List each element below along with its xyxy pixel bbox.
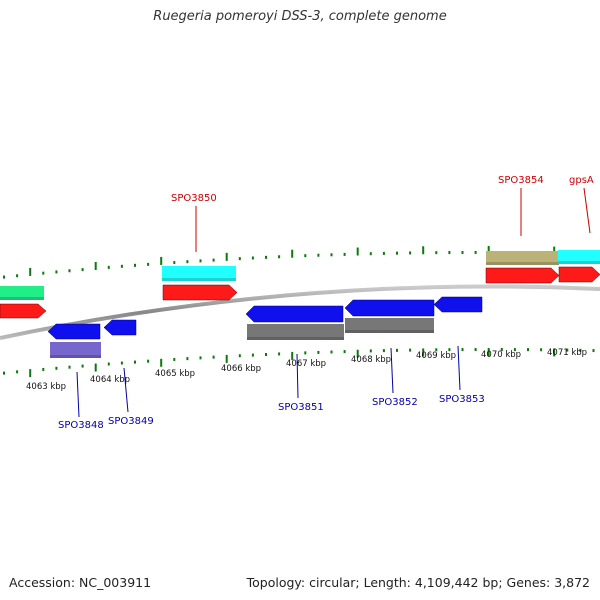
feature-purple-spo3848-shade bbox=[50, 355, 101, 358]
gene-label-spo3850[interactable]: SPO3850 bbox=[171, 193, 217, 204]
scale-label-4068: 4068 kbp bbox=[351, 355, 391, 365]
gene-label-spo3853[interactable]: SPO3853 bbox=[439, 394, 485, 405]
feature-khaki-spo3854-shade bbox=[486, 262, 559, 265]
ticks-lower-row bbox=[3, 347, 595, 378]
leader-line-reverse bbox=[76, 371, 80, 418]
scale-label-4071: 4071 kbp bbox=[547, 348, 587, 358]
scale-label-4069: 4069 kbp bbox=[416, 351, 456, 361]
cds-reverse-spo3849 bbox=[103, 319, 137, 336]
footer-stats: Topology: circular; Length: 4,109,442 bp… bbox=[246, 575, 590, 590]
map-title: Ruegeria pomeroyi DSS-3, complete genome bbox=[153, 9, 447, 24]
footer-accession: Accession: NC_003911 bbox=[9, 575, 152, 590]
leader-line-reverse bbox=[390, 347, 394, 394]
gene-label-spo3848[interactable]: SPO3848 bbox=[58, 420, 104, 431]
scale-label-4066: 4066 kbp bbox=[221, 364, 261, 374]
feature-green-left-shade bbox=[0, 297, 44, 300]
scale-label-4064: 4064 kbp bbox=[90, 375, 130, 385]
cds-forward-gpsa bbox=[558, 266, 600, 283]
genome-backbone bbox=[0, 284, 600, 340]
leader-line-reverse bbox=[296, 353, 299, 399]
feature-gray-spo3851 bbox=[247, 324, 344, 340]
gene-label-spo3849[interactable]: SPO3849 bbox=[108, 416, 154, 427]
scale-label-4070: 4070 kbp bbox=[481, 350, 521, 360]
leader-line-reverse bbox=[123, 367, 129, 413]
cds-reverse-spo3853 bbox=[433, 296, 483, 313]
feature-gray-spo3852-shade bbox=[345, 330, 434, 333]
leader-line-forward bbox=[583, 187, 591, 234]
feature-purple-spo3848 bbox=[50, 342, 101, 358]
feature-green-left bbox=[0, 286, 44, 300]
feature-gray-spo3851-shade bbox=[247, 337, 344, 340]
feature-cyan-spo3850 bbox=[162, 266, 236, 281]
feature-khaki-spo3854 bbox=[486, 251, 559, 265]
feature-gray-spo3852 bbox=[345, 318, 434, 333]
cds-reverse-spo3851 bbox=[245, 305, 344, 323]
gene-label-spo3852[interactable]: SPO3852 bbox=[372, 397, 418, 408]
label-leader-lines bbox=[76, 187, 591, 418]
scale-label-4065: 4065 kbp bbox=[155, 369, 195, 379]
feature-tracks bbox=[0, 250, 600, 358]
cds-forward-spo3854 bbox=[485, 267, 560, 284]
gene-label-spo3851[interactable]: SPO3851 bbox=[278, 402, 324, 413]
feature-cyan-spo3850-shade bbox=[162, 278, 236, 281]
gene-label-gpsa[interactable]: gpsA bbox=[569, 175, 594, 186]
feature-cyan-gpsa-shade bbox=[558, 261, 600, 264]
cds-reverse-spo3848 bbox=[47, 323, 101, 340]
leader-line-reverse bbox=[457, 345, 461, 391]
cds-forward-left bbox=[0, 303, 47, 319]
scale-label-4067: 4067 kbp bbox=[286, 359, 326, 369]
gene-label-spo3854[interactable]: SPO3854 bbox=[498, 175, 544, 186]
cds-forward-spo3850 bbox=[162, 284, 238, 301]
cds-reverse-spo3852 bbox=[344, 299, 435, 317]
scale-label-4063: 4063 kbp bbox=[26, 382, 66, 392]
feature-cyan-gpsa bbox=[558, 250, 600, 264]
